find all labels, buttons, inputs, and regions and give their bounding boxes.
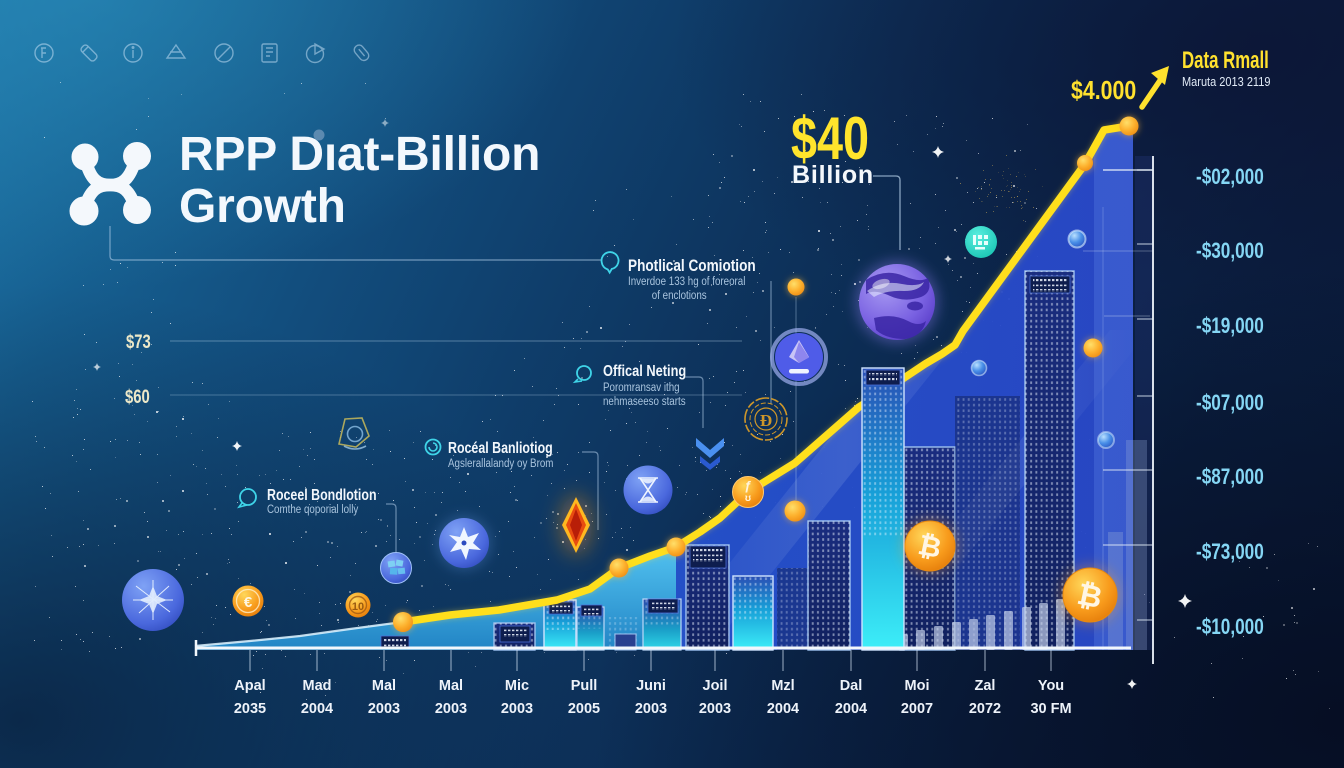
svg-text:€: € (244, 594, 253, 611)
svg-text:ʊ: ʊ (745, 493, 751, 504)
svg-text:10: 10 (352, 601, 364, 613)
svg-text:ƒ: ƒ (744, 478, 751, 493)
svg-text:Ð: Ð (760, 411, 772, 430)
